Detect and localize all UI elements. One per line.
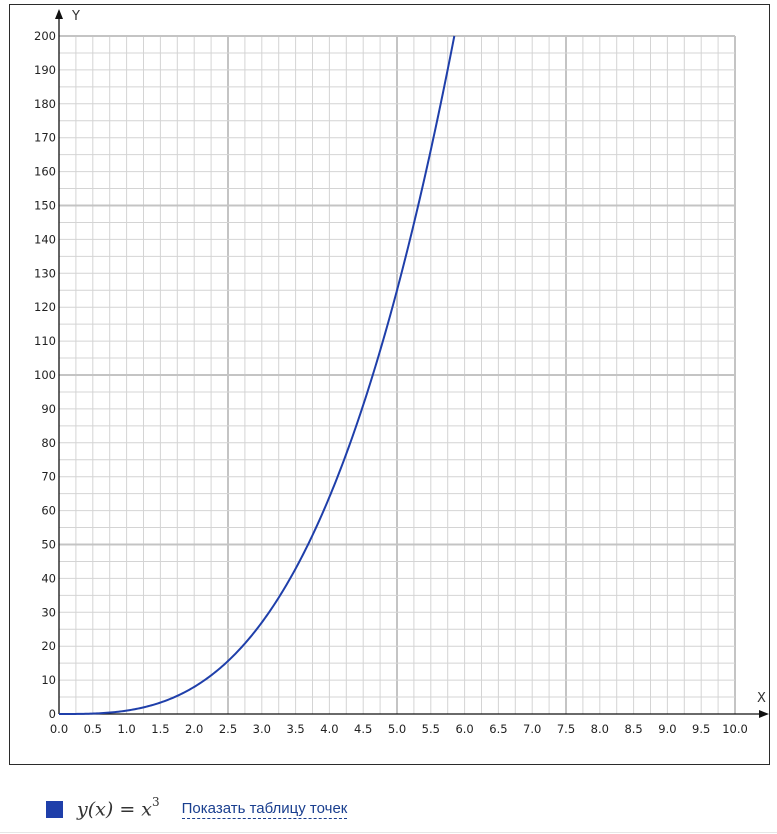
legend: y(x) = x3 Показать таблицу точек bbox=[46, 795, 348, 823]
x-tick-label: 2.5 bbox=[219, 722, 237, 736]
y-tick-label: 70 bbox=[41, 470, 56, 484]
x-tick-label: 7.5 bbox=[557, 722, 575, 736]
y-tick-label: 140 bbox=[34, 232, 56, 246]
x-tick-label: 10.0 bbox=[722, 722, 748, 736]
y-tick-label: 30 bbox=[41, 605, 56, 619]
legend-swatch[interactable] bbox=[46, 800, 63, 818]
y-tick-label: 130 bbox=[34, 266, 56, 280]
x-tick-label: 4.5 bbox=[354, 722, 372, 736]
x-tick-label: 5.5 bbox=[422, 722, 440, 736]
x-tick-label: 1.5 bbox=[151, 722, 169, 736]
y-tick-label: 40 bbox=[41, 571, 56, 585]
x-tick-label: 9.0 bbox=[658, 722, 676, 736]
y-tick-label: 170 bbox=[34, 131, 56, 145]
x-axis-label: X bbox=[757, 691, 766, 706]
y-tick-label: 100 bbox=[34, 368, 56, 382]
y-axis-label: Y bbox=[71, 9, 80, 24]
x-tick-label: 3.0 bbox=[253, 722, 271, 736]
x-tick-label: 0.0 bbox=[50, 722, 68, 736]
y-tick-label: 20 bbox=[41, 639, 56, 653]
y-tick-label: 80 bbox=[41, 436, 56, 450]
x-tick-label: 6.0 bbox=[455, 722, 473, 736]
y-tick-label: 90 bbox=[41, 402, 56, 416]
x-tick-label: 9.5 bbox=[692, 722, 710, 736]
x-tick-label: 6.5 bbox=[489, 722, 507, 736]
x-tick-label: 2.0 bbox=[185, 722, 203, 736]
x-tick-label: 4.0 bbox=[320, 722, 338, 736]
y-tick-label: 150 bbox=[34, 199, 56, 213]
y-tick-label: 180 bbox=[34, 97, 56, 111]
y-tick-label: 200 bbox=[34, 29, 56, 43]
x-tick-label: 1.0 bbox=[117, 722, 135, 736]
x-tick-label: 0.5 bbox=[84, 722, 102, 736]
series-line-x-cubed bbox=[59, 35, 456, 715]
y-tick-label: 160 bbox=[34, 165, 56, 179]
chart-svg: X Y 0.0 0.5 1.0 1.5 2.0 2.5 3.0 3.5 4.0 4.5 5.0 5.5 6.… bbox=[34, 9, 769, 736]
y-tick-label: 10 bbox=[41, 673, 56, 687]
y-tick-label: 110 bbox=[34, 334, 56, 348]
show-points-table-link[interactable]: Показать таблицу точек bbox=[181, 799, 348, 819]
x-tick-label: 7.0 bbox=[523, 722, 541, 736]
x-tick-label: 3.5 bbox=[286, 722, 304, 736]
divider bbox=[0, 832, 777, 833]
legend-formula: y(x) = x3 bbox=[77, 795, 160, 821]
chart-frame: X Y 0.0 0.5 1.0 1.5 2.0 2.5 3.0 3.5 4.0 4.5 5.0 5.5 6.… bbox=[9, 4, 770, 765]
y-tick-label: 190 bbox=[34, 63, 56, 77]
y-axis-arrow bbox=[55, 9, 63, 19]
x-tick-label: 8.5 bbox=[624, 722, 642, 736]
y-tick-label: 50 bbox=[41, 538, 56, 552]
y-tick-label: 120 bbox=[34, 300, 56, 314]
y-tick-label: 60 bbox=[41, 504, 56, 518]
x-tick-label: 5.0 bbox=[388, 722, 406, 736]
x-tick-label: 8.0 bbox=[591, 722, 609, 736]
x-axis-arrow bbox=[759, 710, 769, 718]
y-tick-label: 0 bbox=[49, 707, 56, 721]
